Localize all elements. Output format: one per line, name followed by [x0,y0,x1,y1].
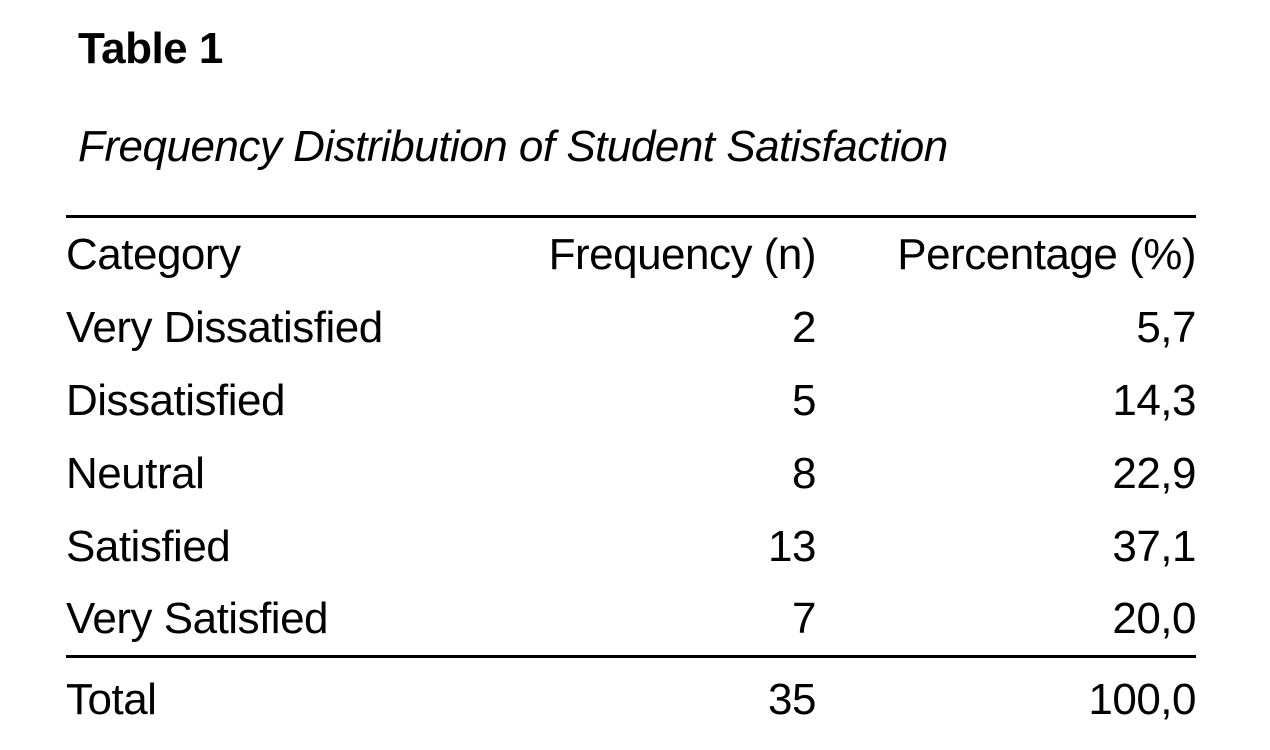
column-header-category: Category [66,229,241,279]
table-row: Satisfied 13 37,1 [66,511,1197,584]
cell-category: Very Dissatisfied [66,303,383,352]
total-percentage-value: 100,0 [1088,675,1196,725]
column-header-frequency: Frequency (n) [548,229,817,279]
table-total-row: Total 35 100,0 [66,657,1197,743]
cell-category: Dissatisfied [66,376,285,425]
total-label: Total [66,675,157,725]
table-number: Table 1 [78,24,223,73]
frequency-table: Category Frequency (n) Percentage (%) Ve… [66,215,1197,743]
cell-frequency: 8 [792,449,816,498]
cell-category: Very Satisfied [66,594,329,644]
table-title: Frequency Distribution of Student Satisf… [78,122,948,171]
table-row: Very Satisfied 7 20,0 [66,584,1197,657]
cell-percentage: 14,3 [1112,376,1196,425]
cell-frequency: 2 [792,303,816,352]
cell-percentage: 5,7 [1136,303,1196,352]
table-row: Neutral 8 22,9 [66,438,1197,511]
cell-percentage: 37,1 [1112,522,1196,571]
cell-percentage: 20,0 [1112,594,1196,644]
cell-frequency: 13 [768,522,816,571]
table-header-row: Category Frequency (n) Percentage (%) [66,216,1197,292]
cell-frequency: 5 [792,376,816,425]
column-header-percentage: Percentage (%) [897,229,1196,279]
cell-percentage: 22,9 [1112,449,1196,498]
total-frequency-value: 35 [768,675,816,725]
table-row: Dissatisfied 5 14,3 [66,365,1197,438]
cell-frequency: 7 [792,594,816,644]
cell-category: Neutral [66,449,205,498]
cell-category: Satisfied [66,522,231,571]
table-row: Very Dissatisfied 2 5,7 [66,292,1197,365]
